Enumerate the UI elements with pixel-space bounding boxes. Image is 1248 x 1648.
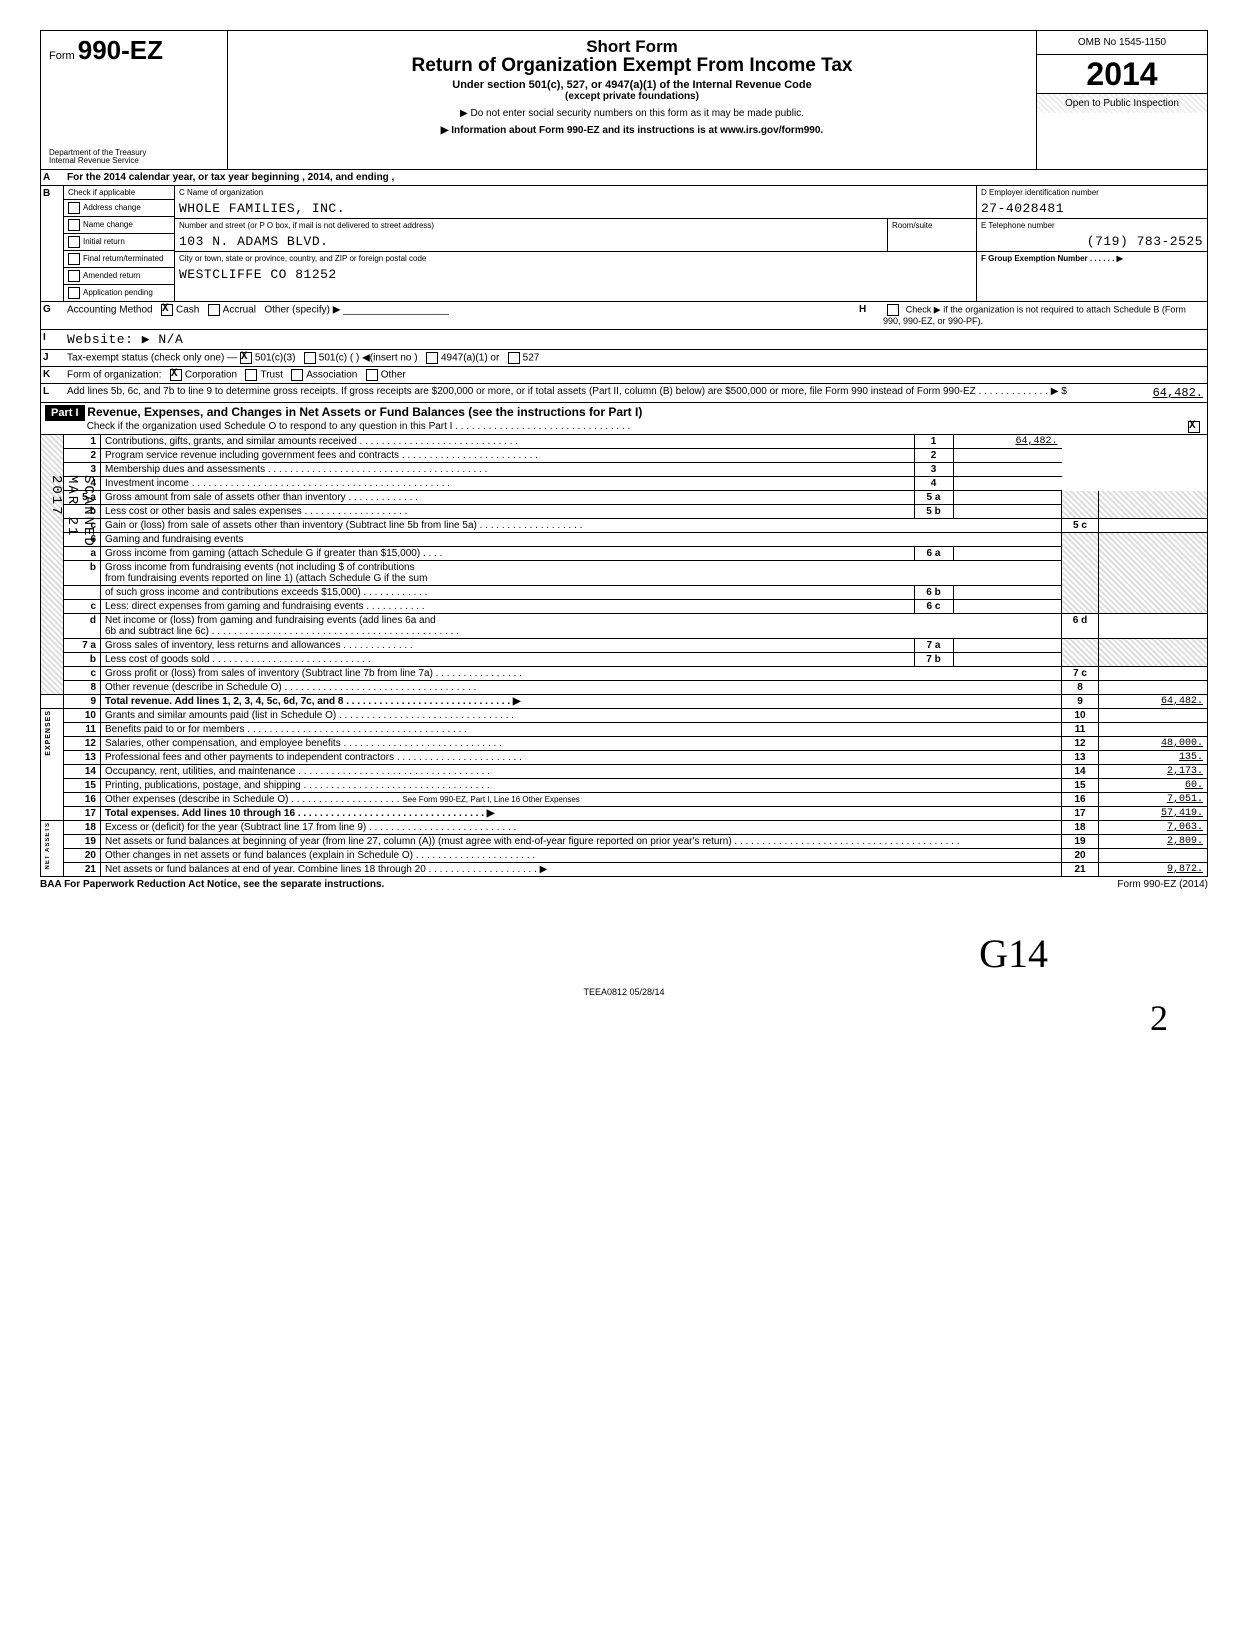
schedule-o-checkbox[interactable] bbox=[1188, 421, 1200, 433]
omb-number: OMB No 1545-1150 bbox=[1037, 31, 1207, 55]
ein: 27-4028481 bbox=[977, 199, 1207, 219]
lines-table: 1Contributions, gifts, grants, and simil… bbox=[40, 435, 1208, 877]
line-6: 6Gaming and fundraising events bbox=[41, 533, 1208, 547]
line-5a: 5 aGross amount from sale of assets othe… bbox=[41, 491, 1208, 505]
association-checkbox[interactable] bbox=[291, 369, 303, 381]
check-if-applicable: Check if applicable Address change Name … bbox=[64, 186, 175, 301]
line-5c: cGain or (loss) from sale of assets othe… bbox=[41, 519, 1208, 533]
entity-block: B Check if applicable Address change Nam… bbox=[40, 186, 1208, 302]
name-address-block: C Name of organization WHOLE FAMILIES, I… bbox=[175, 186, 977, 301]
website: Website: ▶ N/A bbox=[67, 332, 183, 347]
header-left: Form 990-EZ Department of the Treasury I… bbox=[41, 31, 228, 169]
line-18: NET ASSETS 18Excess or (deficit) for the… bbox=[41, 821, 1208, 835]
sched-b-text: Check ▶ if the organization is not requi… bbox=[883, 305, 1186, 326]
phone: (719) 783-2525 bbox=[977, 232, 1207, 252]
line-8: 8Other revenue (describe in Schedule O) … bbox=[41, 681, 1208, 695]
line-5b: bLess cost or other basis and sales expe… bbox=[41, 505, 1208, 519]
room-suite: Room/suite bbox=[888, 219, 976, 251]
line-14: 14Occupancy, rent, utilities, and mainte… bbox=[41, 765, 1208, 779]
netassets-sidebar: NET ASSETS bbox=[41, 821, 64, 877]
schedule-b-checkbox[interactable] bbox=[887, 304, 899, 316]
corporation-checkbox[interactable] bbox=[170, 369, 182, 381]
line-6c: cLess: direct expenses from gaming and f… bbox=[41, 600, 1208, 614]
handwritten-mark: G14 bbox=[40, 930, 1208, 977]
line-12: 12Salaries, other compensation, and empl… bbox=[41, 737, 1208, 751]
line-1: 1Contributions, gifts, grants, and simil… bbox=[41, 435, 1208, 449]
line-20: 20Other changes in net assets or fund ba… bbox=[41, 849, 1208, 863]
line-2: 2Program service revenue including gover… bbox=[41, 449, 1208, 463]
line-6b: bGross income from fundraising events (n… bbox=[41, 561, 1208, 586]
gross-receipts-val: 64,482. bbox=[1153, 386, 1203, 400]
city-state-zip: WESTCLIFFE CO 81252 bbox=[175, 265, 976, 284]
expenses-sidebar: EXPENSES bbox=[41, 709, 64, 821]
line-16: 16Other expenses (describe in Schedule O… bbox=[41, 793, 1208, 807]
line-3: 3Membership dues and assessments . . . .… bbox=[41, 463, 1208, 477]
row-k: K Form of organization: Corporation Trus… bbox=[40, 367, 1208, 384]
line-7a: 7 aGross sales of inventory, less return… bbox=[41, 639, 1208, 653]
part1-header: Part I Revenue, Expenses, and Changes in… bbox=[40, 403, 1208, 435]
baa-notice: BAA For Paperwork Reduction Act Notice, … bbox=[40, 879, 384, 890]
form-header: Form 990-EZ Department of the Treasury I… bbox=[40, 30, 1208, 170]
line-7c: cGross profit or (loss) from sales of in… bbox=[41, 667, 1208, 681]
line-13: 13Professional fees and other payments t… bbox=[41, 751, 1208, 765]
teea-code: TEEA0812 05/28/14 bbox=[40, 987, 1208, 997]
line-10: EXPENSES 10Grants and similar amounts pa… bbox=[41, 709, 1208, 723]
accrual-checkbox[interactable] bbox=[208, 304, 220, 316]
line-15: 15Printing, publications, postage, and s… bbox=[41, 779, 1208, 793]
street-address: 103 N. ADAMS BLVD. bbox=[175, 232, 887, 251]
trust-checkbox[interactable] bbox=[245, 369, 257, 381]
page-footer: BAA For Paperwork Reduction Act Notice, … bbox=[40, 879, 1208, 890]
form-footer-id: Form 990-EZ (2014) bbox=[1117, 879, 1208, 890]
page-number-handwritten: 2 bbox=[40, 997, 1208, 1039]
other-org-checkbox[interactable] bbox=[366, 369, 378, 381]
line-19: 19Net assets or fund balances at beginni… bbox=[41, 835, 1208, 849]
scan-stamp: SCANNED MAR 21 2017 bbox=[48, 475, 96, 548]
cash-checkbox[interactable] bbox=[161, 304, 173, 316]
line-4: 4Investment income . . . . . . . . . . .… bbox=[41, 477, 1208, 491]
period-text: For the 2014 calendar year, or tax year … bbox=[63, 170, 398, 185]
accounting-method-label: Accounting Method bbox=[67, 305, 153, 316]
right-id-block: D Employer identification number 27-4028… bbox=[977, 186, 1207, 301]
row-g-h: G Accounting Method Cash Accrual Other (… bbox=[40, 302, 1208, 330]
row-i: I Website: ▶ N/A bbox=[40, 330, 1208, 350]
line-11: 11Benefits paid to or for members . . . … bbox=[41, 723, 1208, 737]
row-j: J Tax-exempt status (check only one) — 5… bbox=[40, 350, 1208, 367]
group-exemption: F Group Exemption Number . . . . . . ▶ bbox=[977, 252, 1207, 265]
header-right: OMB No 1545-1150 2014 Open to Public Ins… bbox=[1036, 31, 1207, 169]
row-a: A For the 2014 calendar year, or tax yea… bbox=[40, 170, 1208, 186]
tax-year: 2014 bbox=[1037, 55, 1207, 94]
row-l: L Add lines 5b, 6c, and 7b to line 9 to … bbox=[40, 384, 1208, 403]
line-17: 17Total expenses. Add lines 10 through 1… bbox=[41, 807, 1208, 821]
org-name: WHOLE FAMILIES, INC. bbox=[175, 199, 976, 219]
header-title: Short Form Return of Organization Exempt… bbox=[228, 31, 1036, 169]
line-6a: aGross income from gaming (attach Schedu… bbox=[41, 547, 1208, 561]
line-7b: bLess cost of goods sold . . . . . . . .… bbox=[41, 653, 1208, 667]
line-6b-cont: of such gross income and contributions e… bbox=[41, 586, 1208, 600]
501c3-checkbox[interactable] bbox=[240, 352, 252, 364]
open-to-public: Open to Public Inspection bbox=[1037, 94, 1207, 113]
501c-checkbox[interactable] bbox=[304, 352, 316, 364]
4947-checkbox[interactable] bbox=[426, 352, 438, 364]
527-checkbox[interactable] bbox=[508, 352, 520, 364]
form-number: Form 990-EZ bbox=[49, 35, 219, 66]
gross-receipts-text: Add lines 5b, 6c, and 7b to line 9 to de… bbox=[67, 386, 1067, 397]
dept-info: Department of the Treasury Internal Reve… bbox=[49, 149, 219, 165]
line-21: 21Net assets or fund balances at end of … bbox=[41, 863, 1208, 877]
line-9: 9Total revenue. Add lines 1, 2, 3, 4, 5c… bbox=[41, 695, 1208, 709]
line-6d: dNet income or (loss) from gaming and fu… bbox=[41, 614, 1208, 639]
revenue-sidebar bbox=[41, 435, 64, 695]
